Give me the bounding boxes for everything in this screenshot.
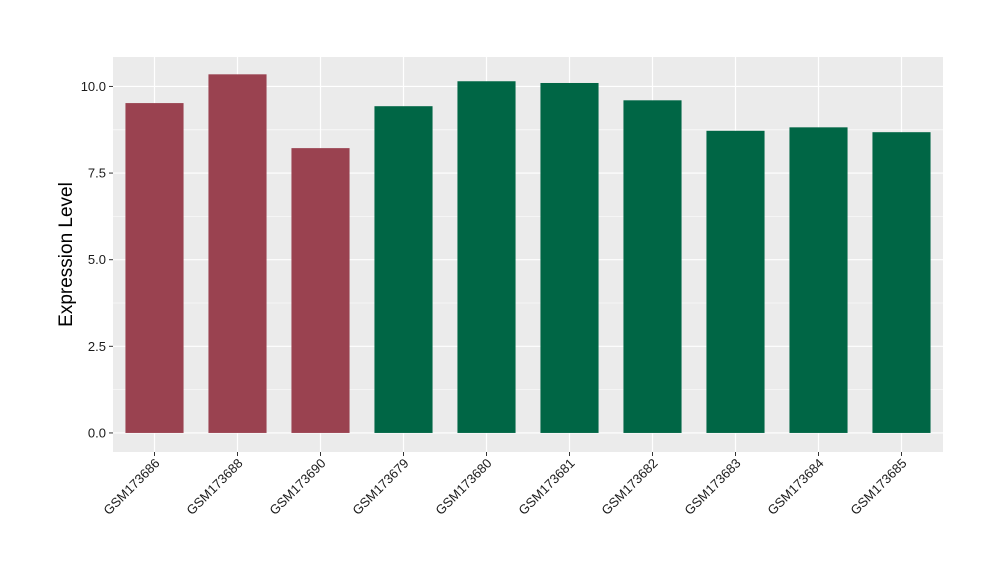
y-tick-label: 0.0: [88, 425, 106, 440]
y-tick-label: 7.5: [88, 166, 106, 181]
bar-gsm173682: [623, 100, 682, 433]
bar-gsm173680: [457, 81, 516, 433]
x-tick-label: GSM173690: [266, 456, 328, 518]
bar-gsm173683: [706, 130, 765, 433]
x-tick-label: GSM173684: [764, 456, 826, 518]
x-tick-label: GSM173681: [515, 456, 577, 518]
y-tick-label: 2.5: [88, 339, 106, 354]
bar-gsm173679: [374, 106, 433, 433]
x-axis: GSM173686 GSM173688 GSM173690 GSM173679 GSM1…: [100, 452, 910, 518]
x-tick-label: GSM173679: [349, 456, 411, 518]
bars: [125, 74, 931, 433]
bar-gsm173688: [208, 74, 267, 433]
bar-gsm173681: [540, 82, 599, 433]
x-tick-label: GSM173683: [681, 456, 743, 518]
y-axis-title: Expression Level: [56, 182, 77, 327]
bar-gsm173686: [125, 103, 184, 433]
x-tick-label: GSM173688: [183, 456, 245, 518]
x-tick-label: GSM173686: [100, 456, 162, 518]
bar-gsm173690: [291, 148, 350, 433]
x-tick-label: GSM173680: [432, 456, 494, 518]
bar-gsm173685: [872, 132, 931, 433]
y-tick-label: 10.0: [81, 79, 106, 94]
y-axis: 0.0 2.5 5.0 7.5 10.0: [81, 79, 113, 440]
y-tick-label: 5.0: [88, 252, 106, 267]
bar-gsm173684: [789, 127, 848, 433]
x-tick-label: GSM173682: [598, 456, 660, 518]
x-tick-label: GSM173685: [847, 456, 909, 518]
